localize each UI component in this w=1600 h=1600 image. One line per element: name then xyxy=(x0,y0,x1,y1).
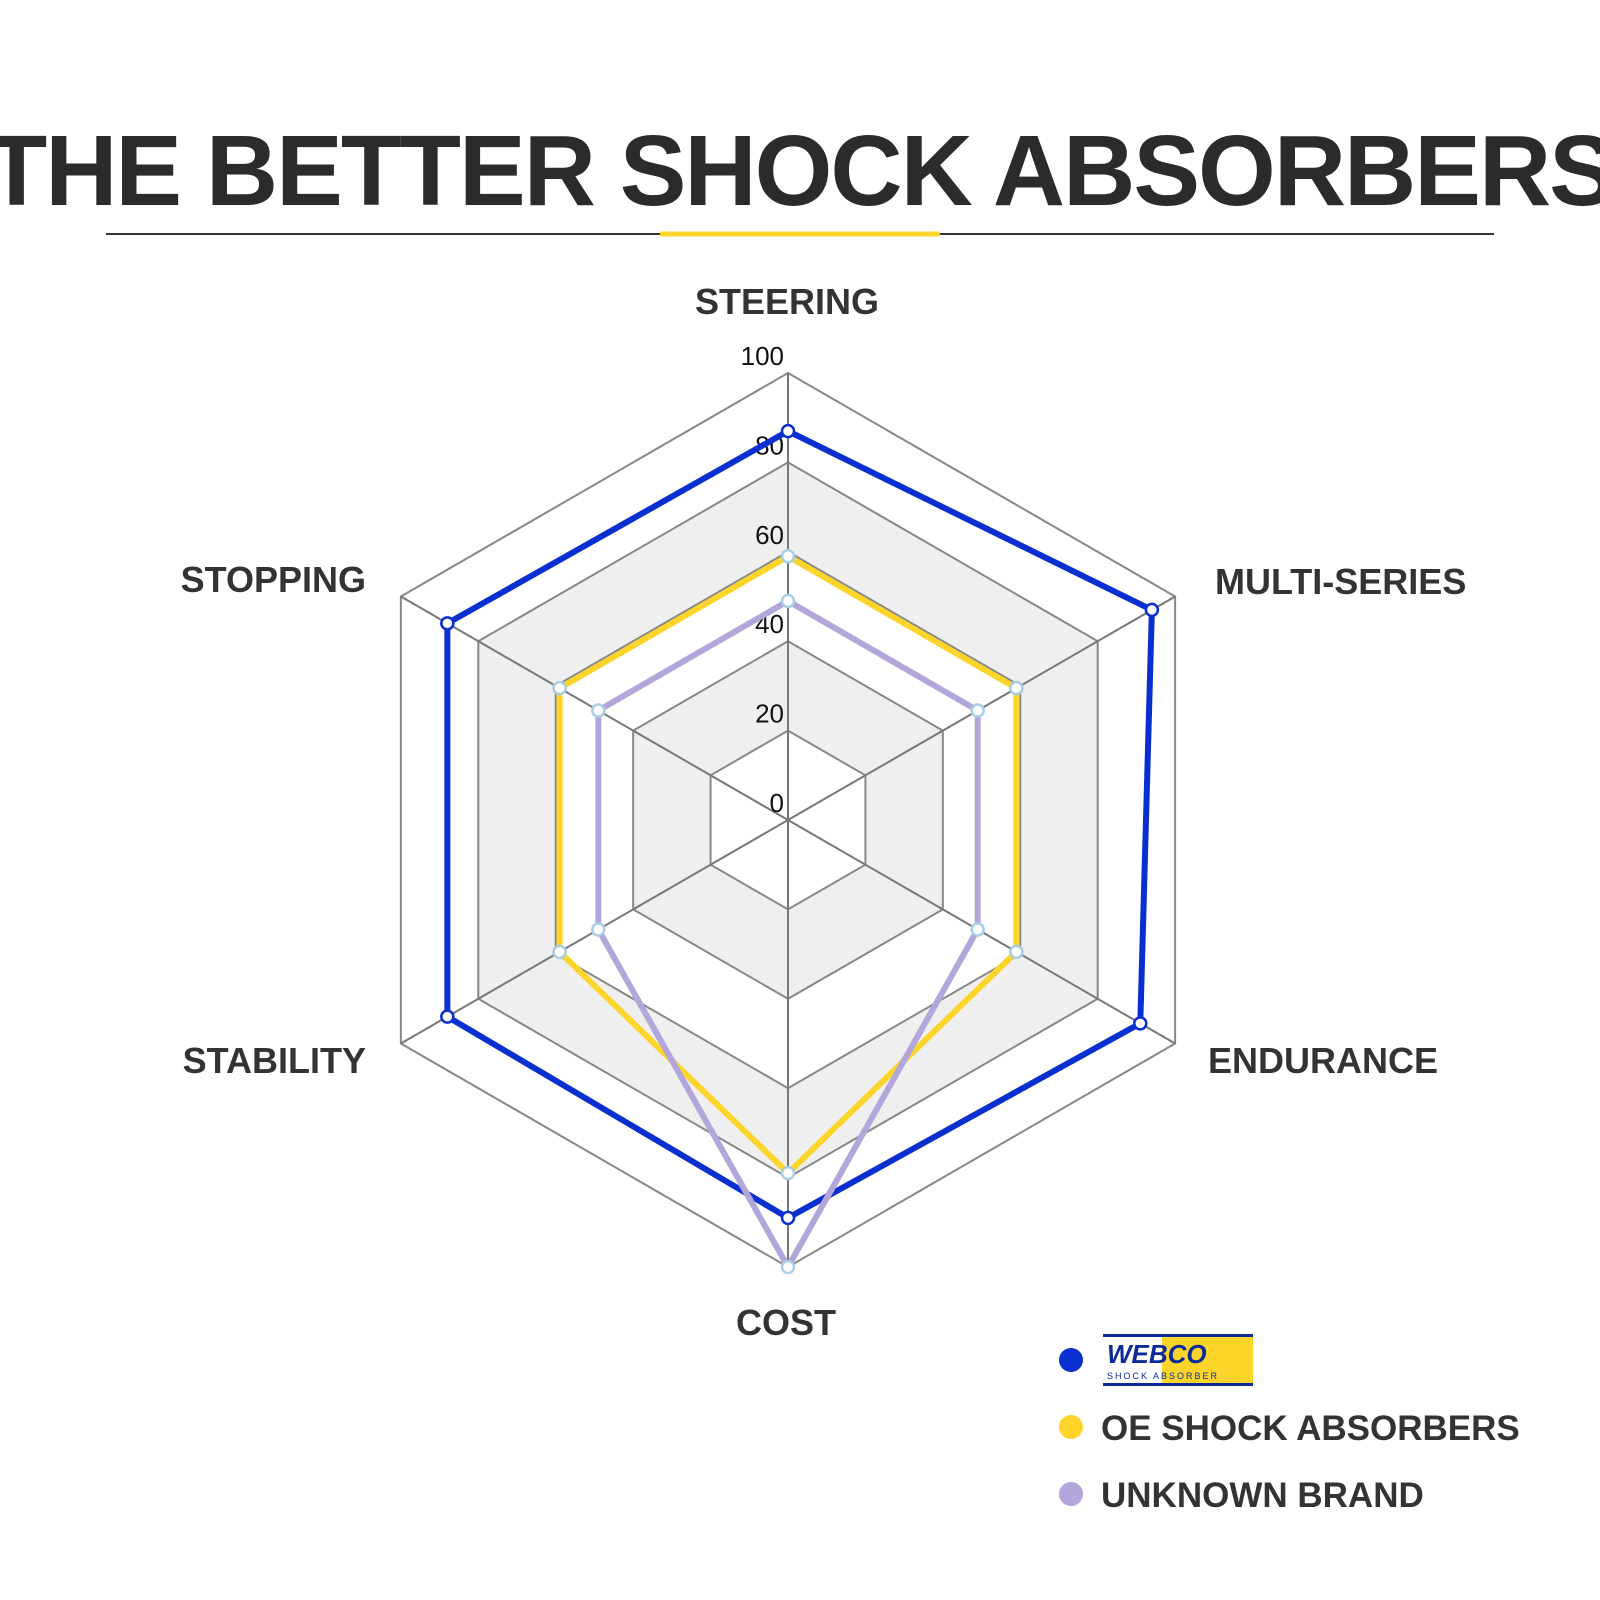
axis-label-stopping: STOPPING xyxy=(181,559,366,600)
tick-label: 60 xyxy=(755,520,784,550)
data-point xyxy=(591,922,606,937)
data-point xyxy=(970,703,985,718)
tick-label: 0 xyxy=(770,788,784,818)
logo-yellow-panel xyxy=(1162,1334,1253,1386)
data-point xyxy=(780,1210,796,1226)
logo-stripe xyxy=(1103,1334,1253,1337)
data-point xyxy=(440,616,455,631)
axis-label-endurance: ENDURANCE xyxy=(1208,1040,1438,1081)
data-point xyxy=(1009,944,1024,960)
legend-label: UNKNOWN BRAND xyxy=(1101,1476,1424,1515)
data-point xyxy=(1144,602,1160,618)
legend-label: OE SHOCK ABSORBERS xyxy=(1101,1409,1520,1448)
webco-logo: WEBCO SHOCK ABSORBER xyxy=(1103,1334,1253,1386)
data-point xyxy=(780,1165,796,1181)
legend-marker xyxy=(1059,1482,1083,1506)
data-point xyxy=(780,549,796,564)
axis-labels-group: STEERING MULTI-SERIES ENDURANCE COST STABILI… xyxy=(181,281,1467,1343)
axis-label-steering: STEERING xyxy=(695,281,879,322)
data-point xyxy=(1133,1016,1148,1031)
axis-label-cost: COST xyxy=(736,1302,836,1343)
data-point xyxy=(552,680,567,696)
page-title: THE BETTER SHOCK ABSORBERS xyxy=(0,115,1600,227)
axis-label-multi-series: MULTI-SERIES xyxy=(1215,561,1466,602)
legend-marker xyxy=(1059,1348,1083,1372)
data-point xyxy=(780,593,796,609)
legend-marker xyxy=(1059,1415,1083,1439)
logo-text: WEBCO xyxy=(1107,1339,1207,1369)
data-point xyxy=(970,922,985,937)
data-point xyxy=(591,703,606,718)
series-group xyxy=(440,423,1160,1275)
tick-label: 100 xyxy=(741,341,784,371)
data-point xyxy=(780,423,796,439)
data-point xyxy=(780,1259,796,1275)
legend: WEBCO SHOCK ABSORBER OE SHOCK ABSORBERS UNK… xyxy=(1059,1334,1520,1515)
logo-subtext: SHOCK ABSORBER xyxy=(1107,1371,1219,1381)
logo-stripe xyxy=(1103,1383,1253,1386)
data-point xyxy=(1009,680,1024,696)
axis-label-stability: STABILITY xyxy=(183,1040,366,1081)
tick-label: 20 xyxy=(755,699,784,729)
data-point xyxy=(440,1009,455,1024)
grid-band xyxy=(633,641,943,999)
data-point xyxy=(552,944,567,960)
